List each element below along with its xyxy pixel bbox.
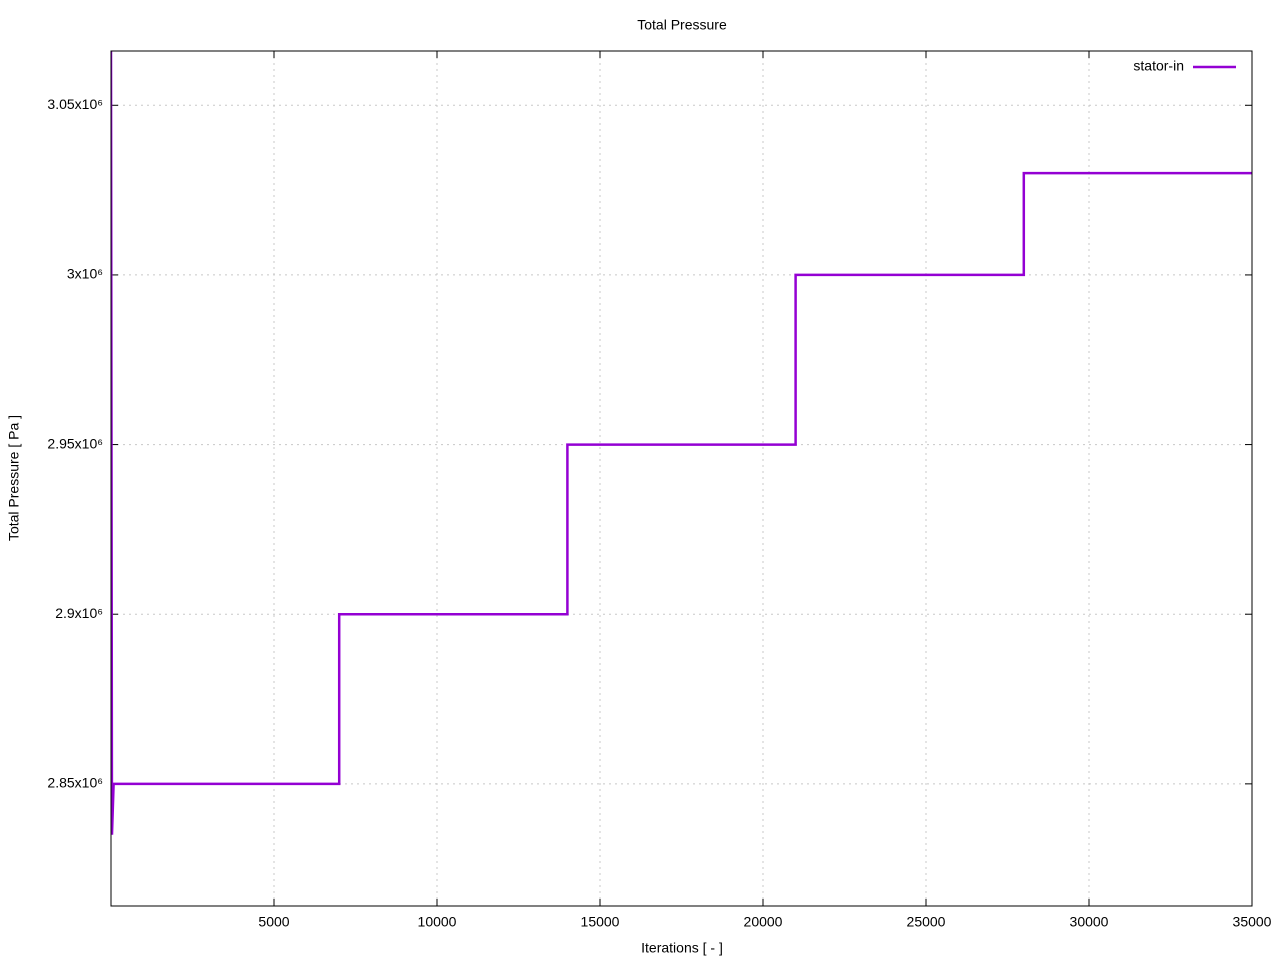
grid (111, 51, 1253, 906)
y-tick-label: 2.85x10⁶ (47, 775, 103, 791)
x-tick-label: 25000 (907, 914, 946, 930)
y-tick-label: 2.9x10⁶ (55, 605, 103, 621)
y-tick-label: 3.05x10⁶ (47, 96, 103, 112)
plot-area (111, 51, 1252, 835)
plot-border (110, 50, 1253, 907)
x-tick-label: 20000 (744, 914, 783, 930)
x-tick-label: 30000 (1070, 914, 1109, 930)
x-axis-label: Iterations [ - ] (641, 940, 723, 956)
y-tick-label: 2.95x10⁶ (47, 435, 103, 451)
x-tick-label: 10000 (418, 914, 457, 930)
x-tick-label: 35000 (1233, 914, 1272, 930)
chart-title: Total Pressure (637, 17, 727, 33)
x-tick-label: 15000 (581, 914, 620, 930)
y-tick-label: 3x10⁶ (67, 266, 103, 282)
y-axis-label: Total Pressure [ Pa ] (6, 415, 22, 541)
legend-label: stator-in (1133, 58, 1184, 74)
x-tick-label: 5000 (258, 914, 289, 930)
data-line (111, 51, 1252, 835)
